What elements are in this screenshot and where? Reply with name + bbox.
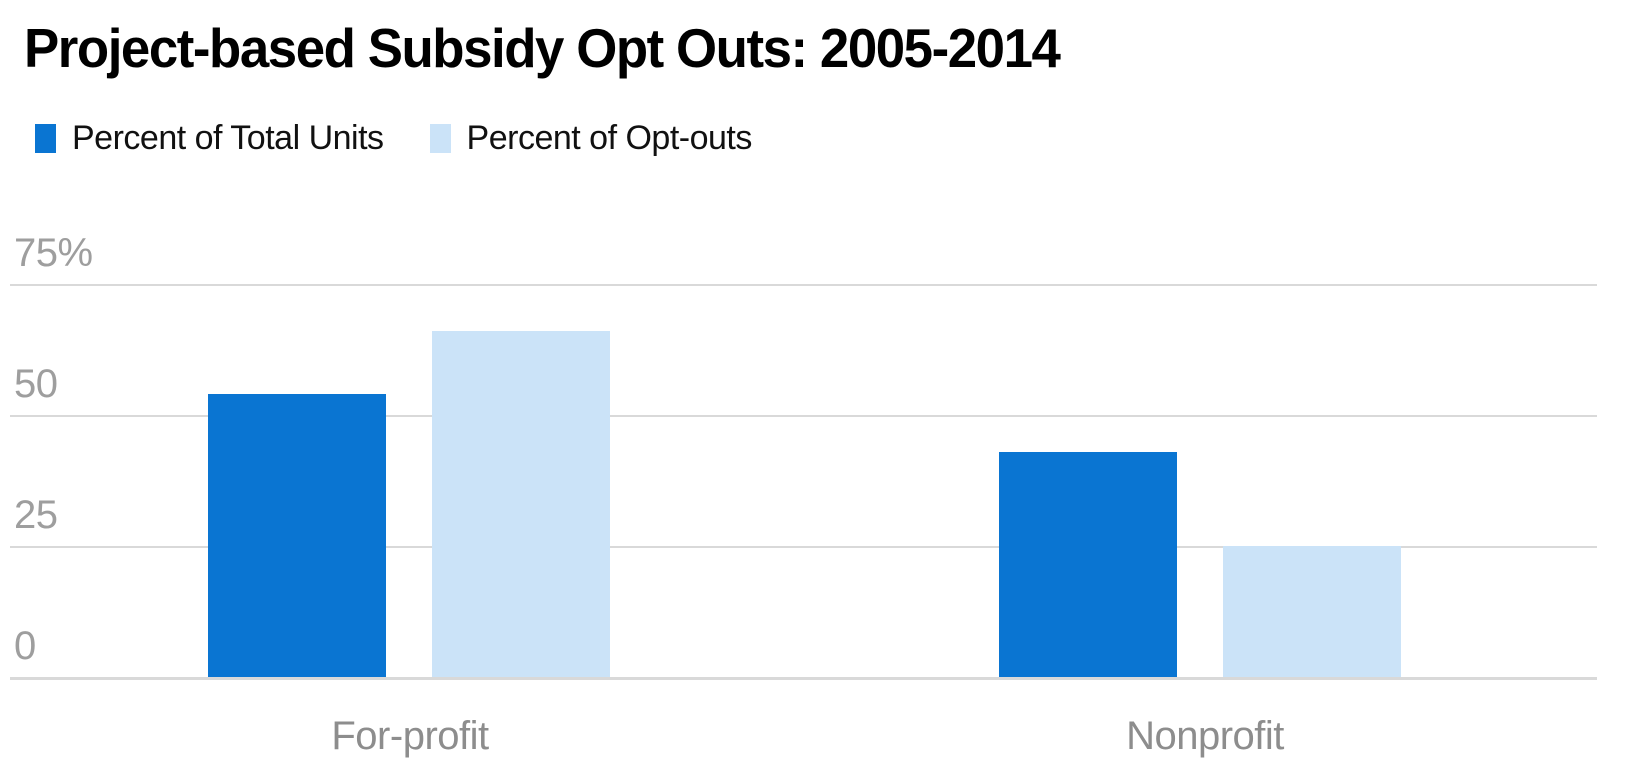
bar-nonprofit-total-units: [999, 451, 1177, 677]
legend-item-opt-outs: Percent of Opt-outs: [429, 118, 753, 158]
bar-nonprofit-opt-outs: [1223, 546, 1401, 677]
x-axis-label-nonprofit: Nonprofit: [1126, 714, 1284, 758]
legend-label-opt-outs: Percent of Opt-outs: [466, 118, 753, 157]
chart-title: Project-based Subsidy Opt Outs: 2005-201…: [24, 17, 1061, 79]
x-axis-label-for-profit: For-profit: [331, 714, 489, 758]
bar-for-profit-opt-outs: [432, 331, 610, 677]
bar-for-profit-total-units: [208, 394, 386, 677]
y-axis-tick-50: 50: [14, 362, 58, 406]
gridline-25: [10, 546, 1597, 548]
gridline-50: [10, 415, 1597, 417]
y-axis-tick-0: 0: [14, 624, 36, 668]
legend-label-total-units: Percent of Total Units: [72, 118, 384, 157]
legend: Percent of Total Units Percent of Opt-ou…: [35, 118, 753, 158]
gridline-0-baseline: [10, 677, 1597, 680]
legend-item-total-units: Percent of Total Units: [35, 119, 384, 158]
gridline-75: [10, 284, 1597, 286]
y-axis-tick-75: 75%: [14, 231, 93, 275]
y-axis-tick-25: 25: [14, 493, 58, 537]
legend-swatch-opt-outs: [429, 123, 451, 153]
legend-swatch-total-units: [35, 123, 56, 153]
